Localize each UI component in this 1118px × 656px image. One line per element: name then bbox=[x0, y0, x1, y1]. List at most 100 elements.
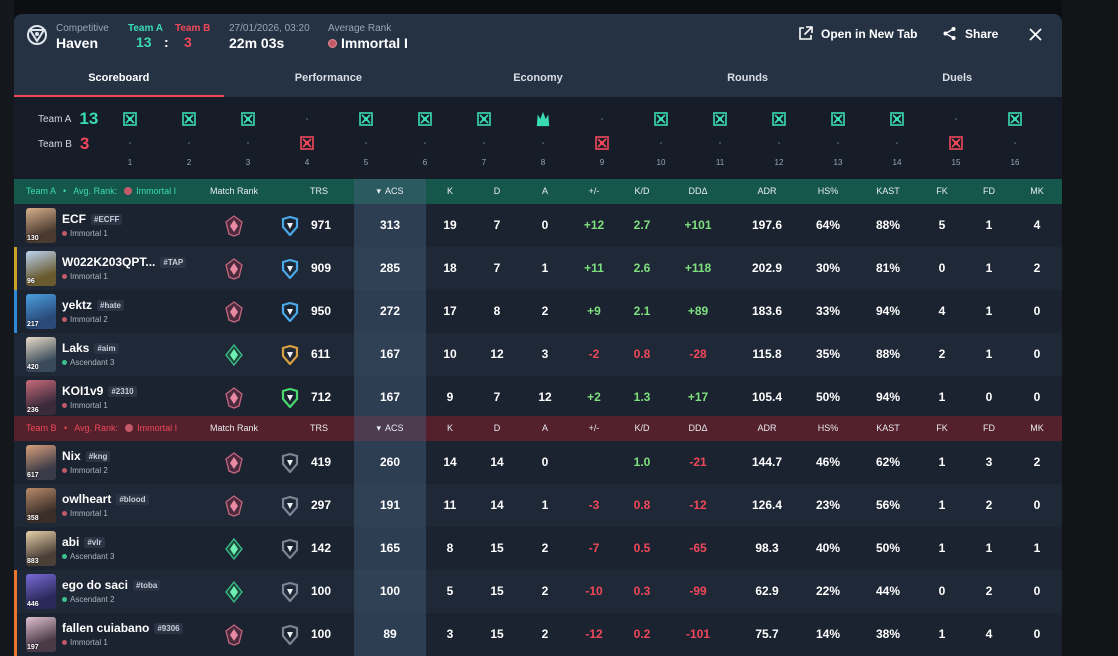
column-header-label: K/D bbox=[634, 423, 650, 433]
trs-tier-icon bbox=[281, 581, 299, 603]
column-header-pm[interactable]: +/- bbox=[570, 179, 618, 204]
player-row[interactable]: 96 W022K203QPT... #TAP Immortal 1 909 285 18 7 1… bbox=[14, 247, 1062, 290]
tab-duels[interactable]: Duels bbox=[942, 72, 973, 84]
player-name-block[interactable]: fallen cuiabano #9306 bbox=[62, 621, 183, 635]
column-header-fk[interactable]: FK bbox=[919, 416, 965, 441]
empty-marker bbox=[129, 142, 131, 144]
player-row[interactable]: 617 Nix #kng Immortal 2 419 260 14 14 0 1.0 -21 144… bbox=[14, 441, 1062, 484]
stat-k: 18 bbox=[443, 261, 457, 275]
column-header-d[interactable]: D bbox=[476, 179, 518, 204]
round-13[interactable]: 13 bbox=[823, 97, 853, 179]
column-header-adr[interactable]: ADR bbox=[737, 179, 797, 204]
column-header-fk[interactable]: FK bbox=[919, 179, 965, 204]
match-rank bbox=[224, 580, 244, 608]
round-5[interactable]: 5 bbox=[351, 97, 381, 179]
column-header-mk[interactable]: MK bbox=[1012, 179, 1062, 204]
player-row[interactable]: 446 ego do saci #toba Ascendant 2 100 100 5 15 2… bbox=[14, 570, 1062, 613]
sort-desc-icon: ▾ bbox=[376, 423, 381, 433]
immortal-rank-icon bbox=[225, 215, 243, 237]
player-row[interactable]: 236 KOI1v9 #2310 Immortal 1 712 167 9 7 12 +2 1.3 +… bbox=[14, 376, 1062, 419]
player-row[interactable]: 130 ECF #ECFF Immortal 1 971 313 19 7 0 +12 2.7 +10… bbox=[14, 204, 1062, 247]
tab-scoreboard[interactable]: Scoreboard bbox=[14, 62, 224, 97]
player-name-block[interactable]: W022K203QPT... #TAP bbox=[62, 255, 187, 269]
player-name-block[interactable]: owlheart #blood bbox=[62, 492, 149, 506]
column-header-a[interactable]: A bbox=[524, 179, 566, 204]
player-current-rank: Immortal 1 bbox=[62, 229, 108, 238]
round-11[interactable]: 11 bbox=[705, 97, 735, 179]
column-header-match-rank[interactable]: Match Rank bbox=[204, 416, 264, 441]
column-header-fd[interactable]: FD bbox=[966, 179, 1012, 204]
player-row[interactable]: 883 abi #vlr Ascendant 3 142 165 8 15 2 -7 0.5 -65 9… bbox=[14, 527, 1062, 570]
round-9[interactable]: 9 bbox=[587, 97, 617, 179]
round-1[interactable]: 1 bbox=[115, 97, 145, 179]
column-header-d[interactable]: D bbox=[476, 416, 518, 441]
player-name-block[interactable]: KOI1v9 #2310 bbox=[62, 384, 137, 398]
column-header-pm[interactable]: +/- bbox=[570, 416, 618, 441]
stat-fd: 4 bbox=[985, 627, 993, 641]
stat-kast: 88% bbox=[875, 218, 901, 232]
round-3[interactable]: 3 bbox=[233, 97, 263, 179]
stat-kast: 81% bbox=[875, 261, 901, 275]
stat-a: 2 bbox=[541, 541, 549, 555]
round-7[interactable]: 7 bbox=[469, 97, 499, 179]
column-header-k[interactable]: K bbox=[429, 179, 471, 204]
column-header-hs[interactable]: HS% bbox=[799, 179, 857, 204]
round-10[interactable]: 10 bbox=[646, 97, 676, 179]
column-header-kd[interactable]: K/D bbox=[619, 416, 665, 441]
tab-economy[interactable]: Economy bbox=[513, 72, 563, 84]
player-name-block[interactable]: ECF #ECFF bbox=[62, 212, 123, 226]
column-header-fd[interactable]: FD bbox=[966, 416, 1012, 441]
team-a-avg-rank: Immortal I bbox=[136, 186, 177, 196]
column-header-label: FK bbox=[936, 423, 948, 433]
column-header-match-rank[interactable]: Match Rank bbox=[204, 179, 264, 204]
column-header-mk[interactable]: MK bbox=[1012, 416, 1062, 441]
column-header-kd[interactable]: K/D bbox=[619, 179, 665, 204]
round-2[interactable]: 2 bbox=[174, 97, 204, 179]
tab-rounds[interactable]: Rounds bbox=[727, 72, 769, 84]
player-row[interactable]: 197 fallen cuiabano #9306 Immortal 1 100 89 3 1… bbox=[14, 613, 1062, 656]
round-15[interactable]: 15 bbox=[941, 97, 971, 179]
player-current-rank: Immortal 2 bbox=[62, 466, 108, 475]
agent-avatar: 236 bbox=[26, 380, 56, 415]
column-header-trs[interactable]: TRS bbox=[289, 416, 349, 441]
trs-value: 297 bbox=[311, 498, 332, 512]
open-in-new-tab-button[interactable]: Open in New Tab bbox=[798, 26, 917, 41]
player-row[interactable]: 358 owlheart #blood Immortal 1 297 191 11 14 1 -3… bbox=[14, 484, 1062, 527]
stat-pm: -2 bbox=[588, 347, 600, 361]
column-header-dd[interactable]: DDΔ bbox=[669, 416, 727, 441]
stat-fk: 0 bbox=[938, 261, 946, 275]
round-12[interactable]: 12 bbox=[764, 97, 794, 179]
column-header-acs[interactable]: ▾ ACS bbox=[354, 416, 426, 441]
stat-mk: 0 bbox=[1033, 347, 1041, 361]
round-4[interactable]: 4 bbox=[292, 97, 322, 179]
round-result-team-a bbox=[771, 111, 787, 127]
player-row[interactable]: 420 Laks #aim Ascendant 3 611 167 10 12 3 -2 0.8 -2… bbox=[14, 333, 1062, 376]
elimination-icon bbox=[359, 112, 373, 126]
column-header-trs[interactable]: TRS bbox=[289, 179, 349, 204]
round-6[interactable]: 6 bbox=[410, 97, 440, 179]
column-header-acs[interactable]: ▾ ACS bbox=[354, 179, 426, 204]
column-header-k[interactable]: K bbox=[429, 416, 471, 441]
close-icon[interactable] bbox=[1029, 28, 1042, 41]
stat-fd: 3 bbox=[985, 455, 993, 469]
column-header-kast[interactable]: KAST bbox=[859, 416, 917, 441]
round-result-team-b bbox=[771, 135, 787, 151]
round-14[interactable]: 14 bbox=[882, 97, 912, 179]
column-header-kast[interactable]: KAST bbox=[859, 179, 917, 204]
player-name-block[interactable]: Nix #kng bbox=[62, 449, 111, 463]
round-8[interactable]: 8 bbox=[528, 97, 558, 179]
column-header-a[interactable]: A bbox=[524, 416, 566, 441]
player-name-block[interactable]: Laks #aim bbox=[62, 341, 119, 355]
column-header-label: K/D bbox=[634, 186, 650, 196]
player-name-block[interactable]: ego do saci #toba bbox=[62, 578, 161, 592]
tab-performance[interactable]: Performance bbox=[294, 72, 363, 84]
player-name-block[interactable]: abi #vlr bbox=[62, 535, 105, 549]
column-header-adr[interactable]: ADR bbox=[737, 416, 797, 441]
column-header-hs[interactable]: HS% bbox=[799, 416, 857, 441]
column-header-dd[interactable]: DDΔ bbox=[669, 179, 727, 204]
immortal-rank-icon bbox=[328, 39, 337, 48]
round-16[interactable]: 16 bbox=[1000, 97, 1030, 179]
player-row[interactable]: 217 yektz #hate Immortal 2 950 272 17 8 2 +9 2.1 +8… bbox=[14, 290, 1062, 333]
share-button[interactable]: Share bbox=[942, 26, 998, 41]
player-name-block[interactable]: yektz #hate bbox=[62, 298, 124, 312]
